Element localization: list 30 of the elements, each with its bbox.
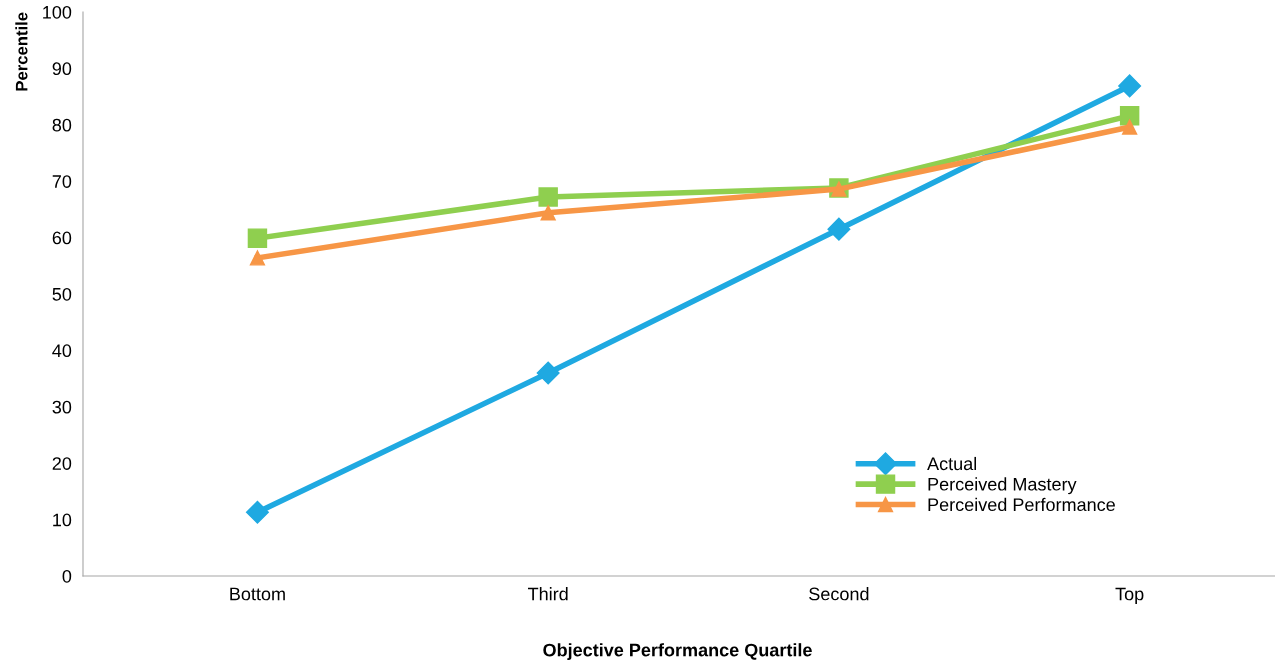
y-axis-title: Percentile [15, 12, 28, 91]
y-tick-label: 70 [52, 175, 72, 188]
y-tick-label: 0 [62, 569, 72, 583]
y-tick-label: 10 [53, 513, 72, 527]
point [536, 361, 560, 385]
y-tick-label: 60 [52, 231, 72, 245]
point [1119, 106, 1140, 126]
point [247, 228, 268, 248]
x-axis-title: Objective Performance Quartile [543, 643, 812, 660]
point [1121, 119, 1138, 135]
y-tick-label: 40 [52, 344, 72, 358]
legend-label: Perceived Performance [928, 497, 1115, 512]
y-tick-label: 90 [52, 62, 72, 76]
x-tick-label: Third [528, 587, 568, 601]
y-tick-label: 50 [52, 287, 72, 301]
point [1118, 74, 1142, 98]
point [827, 217, 851, 241]
legend-label: Perceived Mastery [928, 477, 1077, 495]
y-tick-label: 80 [52, 118, 72, 132]
x-tick-label: Bottom [230, 587, 285, 601]
y-tick-label: 30 [52, 400, 72, 414]
point [538, 187, 558, 207]
y-tick-label: 20 [52, 457, 72, 470]
point [540, 205, 556, 221]
point [249, 250, 266, 266]
x-tick-label: Top [1115, 587, 1144, 604]
legend-label: Actual [927, 456, 977, 471]
y-tick-label: 100 [43, 5, 72, 19]
point [245, 500, 269, 524]
x-tick-label: Second [809, 587, 869, 601]
